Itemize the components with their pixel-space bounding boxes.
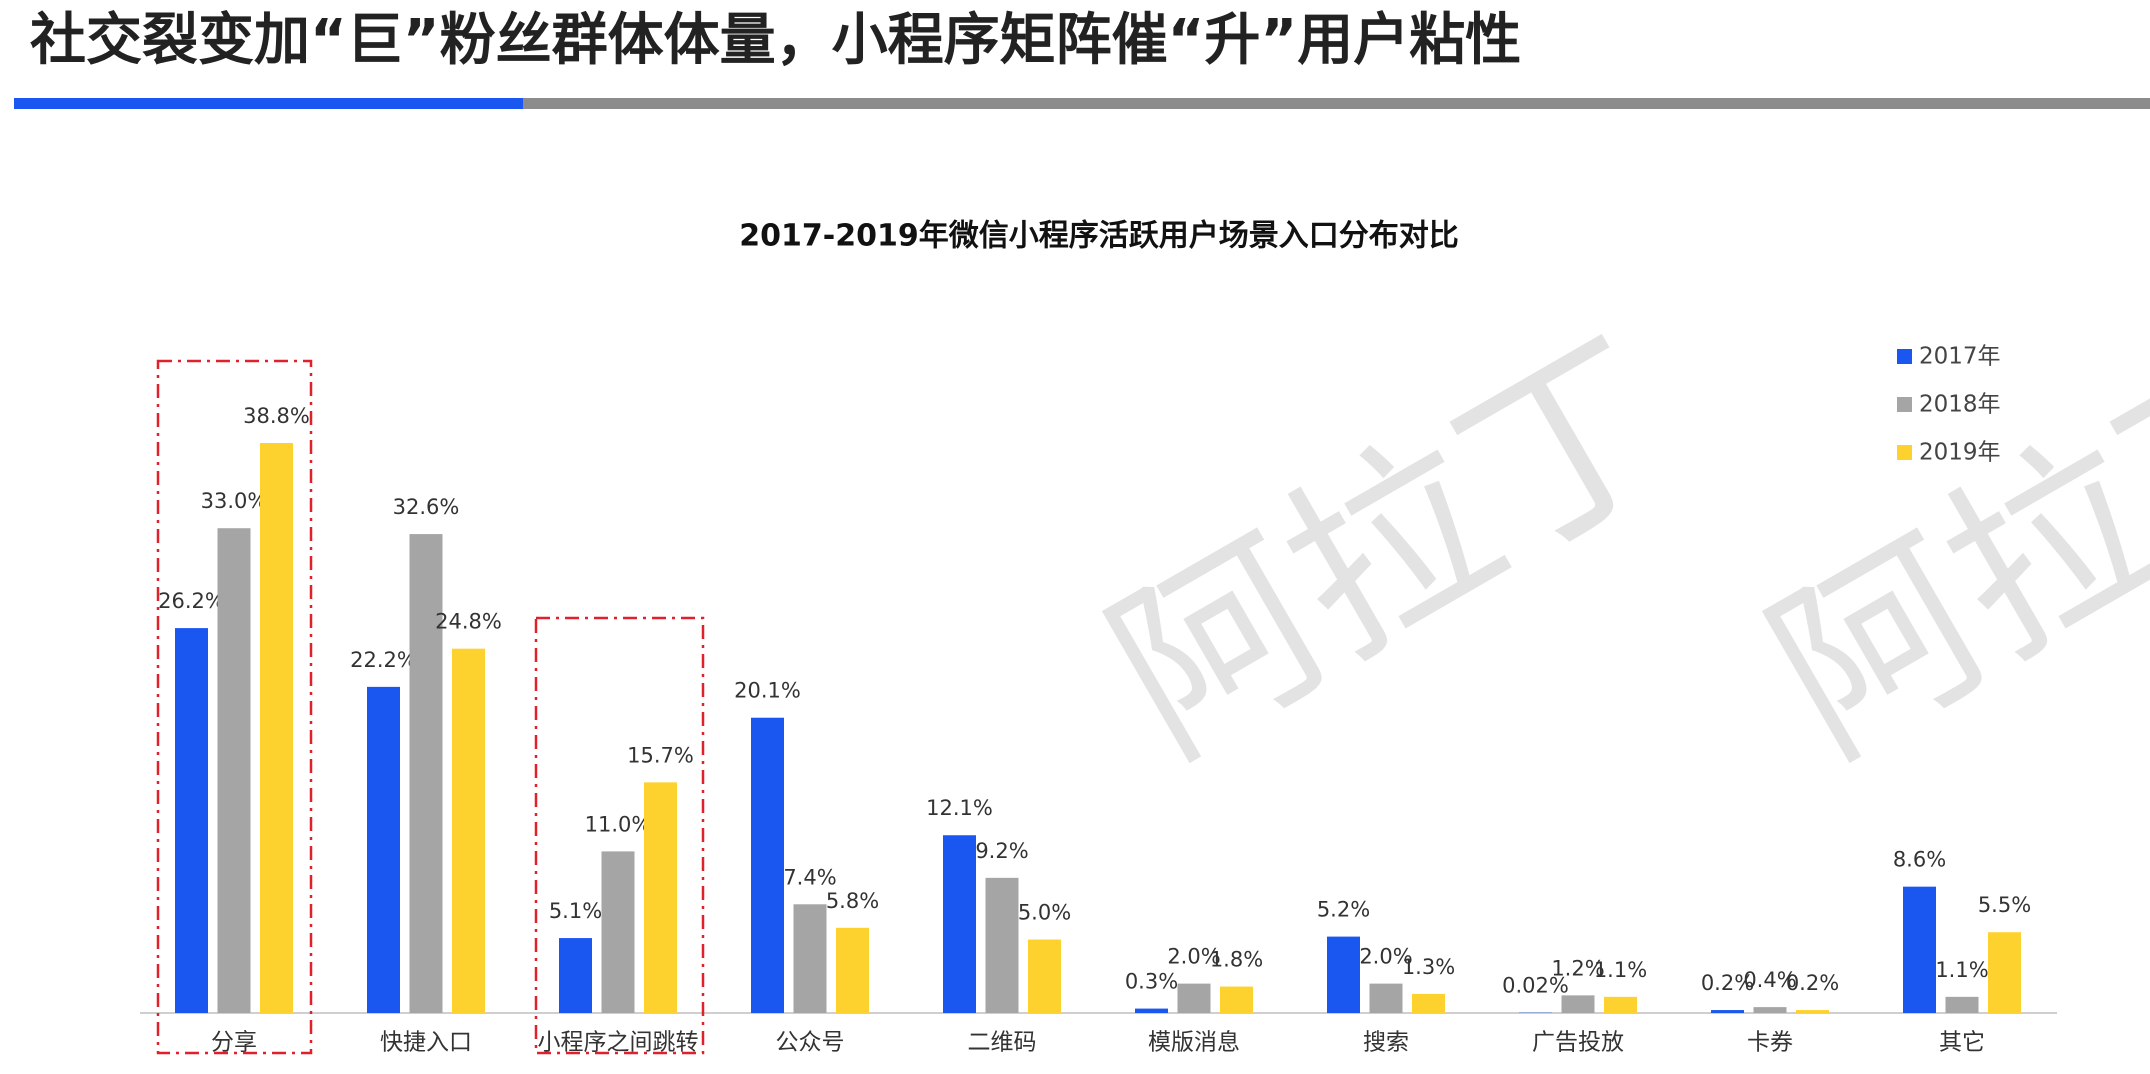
bar [1604, 997, 1637, 1013]
bar [452, 649, 485, 1013]
x-tick-label: 公众号 [776, 1030, 845, 1056]
data-label: 5.8% [826, 889, 879, 913]
bar [1988, 932, 2021, 1013]
x-tick-label: 小程序之间跳转 [538, 1030, 699, 1056]
bar [1327, 937, 1360, 1013]
data-label: 38.8% [243, 404, 310, 428]
data-label: 15.7% [627, 743, 694, 767]
data-label: 1.1% [1935, 958, 1988, 982]
x-tick-label: 其它 [1939, 1030, 1985, 1056]
title-rule [523, 98, 2150, 109]
data-label: 5.2% [1317, 898, 1370, 922]
data-label: 33.0% [201, 489, 268, 513]
bar [1711, 1010, 1744, 1013]
data-label: 9.2% [975, 839, 1028, 863]
data-label: 5.5% [1978, 893, 2031, 917]
page-title: 社交裂变加“巨”粉丝群体体量，小程序矩阵催“升”用户粘性 [30, 8, 1521, 73]
bar [1135, 1009, 1168, 1013]
bar [602, 851, 635, 1013]
bar [1370, 984, 1403, 1013]
data-label: 1.3% [1402, 955, 1455, 979]
bar [794, 904, 827, 1013]
x-tick-label: 卡券 [1747, 1030, 1793, 1056]
bar [218, 528, 251, 1013]
bar [943, 835, 976, 1013]
bar [836, 928, 869, 1013]
watermark: 阿拉丁 [1735, 297, 2150, 799]
data-label: 12.1% [926, 796, 993, 820]
x-tick-label: 搜索 [1363, 1030, 1409, 1056]
legend-label: 2017年 [1919, 344, 2001, 370]
bar [1796, 1010, 1829, 1013]
x-tick-label: 模版消息 [1148, 1030, 1240, 1056]
x-tick-label: 快捷入口 [380, 1030, 472, 1056]
bar [1946, 997, 1979, 1013]
data-label: 8.6% [1893, 848, 1946, 872]
data-label: 20.1% [734, 679, 801, 703]
bar [751, 718, 784, 1013]
bar [1754, 1007, 1787, 1013]
bar [1412, 994, 1445, 1013]
legend-swatch [1897, 445, 1912, 460]
data-label: 5.0% [1018, 901, 1071, 925]
bar [644, 782, 677, 1013]
bar [1220, 987, 1253, 1013]
bar [986, 878, 1019, 1013]
x-tick-label: 广告投放 [1532, 1030, 1624, 1056]
legend-swatch [1897, 349, 1912, 364]
chart-title: 2017-2019年微信小程序活跃用户场景入口分布对比 [739, 219, 1458, 254]
bar [1562, 995, 1595, 1013]
legend-swatch [1897, 397, 1912, 412]
data-label: 0.2% [1786, 971, 1839, 995]
bar [559, 938, 592, 1013]
bar [260, 443, 293, 1013]
bar [1028, 940, 1061, 1013]
bar [367, 687, 400, 1013]
data-label: 5.1% [549, 899, 602, 923]
bar [175, 628, 208, 1013]
legend-label: 2018年 [1919, 392, 2001, 418]
legend-label: 2019年 [1919, 440, 2001, 466]
data-label: 22.2% [350, 648, 417, 672]
x-tick-label: 二维码 [968, 1030, 1037, 1056]
watermark: 阿拉丁 [1075, 297, 1711, 799]
data-label: 32.6% [393, 495, 460, 519]
data-label: 26.2% [158, 589, 225, 613]
data-label: 1.1% [1594, 958, 1647, 982]
x-tick-label: 分享 [211, 1030, 257, 1056]
data-label: 7.4% [783, 865, 836, 889]
data-label: 0.3% [1125, 970, 1178, 994]
data-label: 1.8% [1210, 948, 1263, 972]
data-label: 11.0% [585, 812, 652, 836]
bar [410, 534, 443, 1013]
title-accent [14, 98, 523, 109]
data-label: 24.8% [435, 610, 502, 634]
bar [1178, 984, 1211, 1013]
bar [1903, 887, 1936, 1013]
